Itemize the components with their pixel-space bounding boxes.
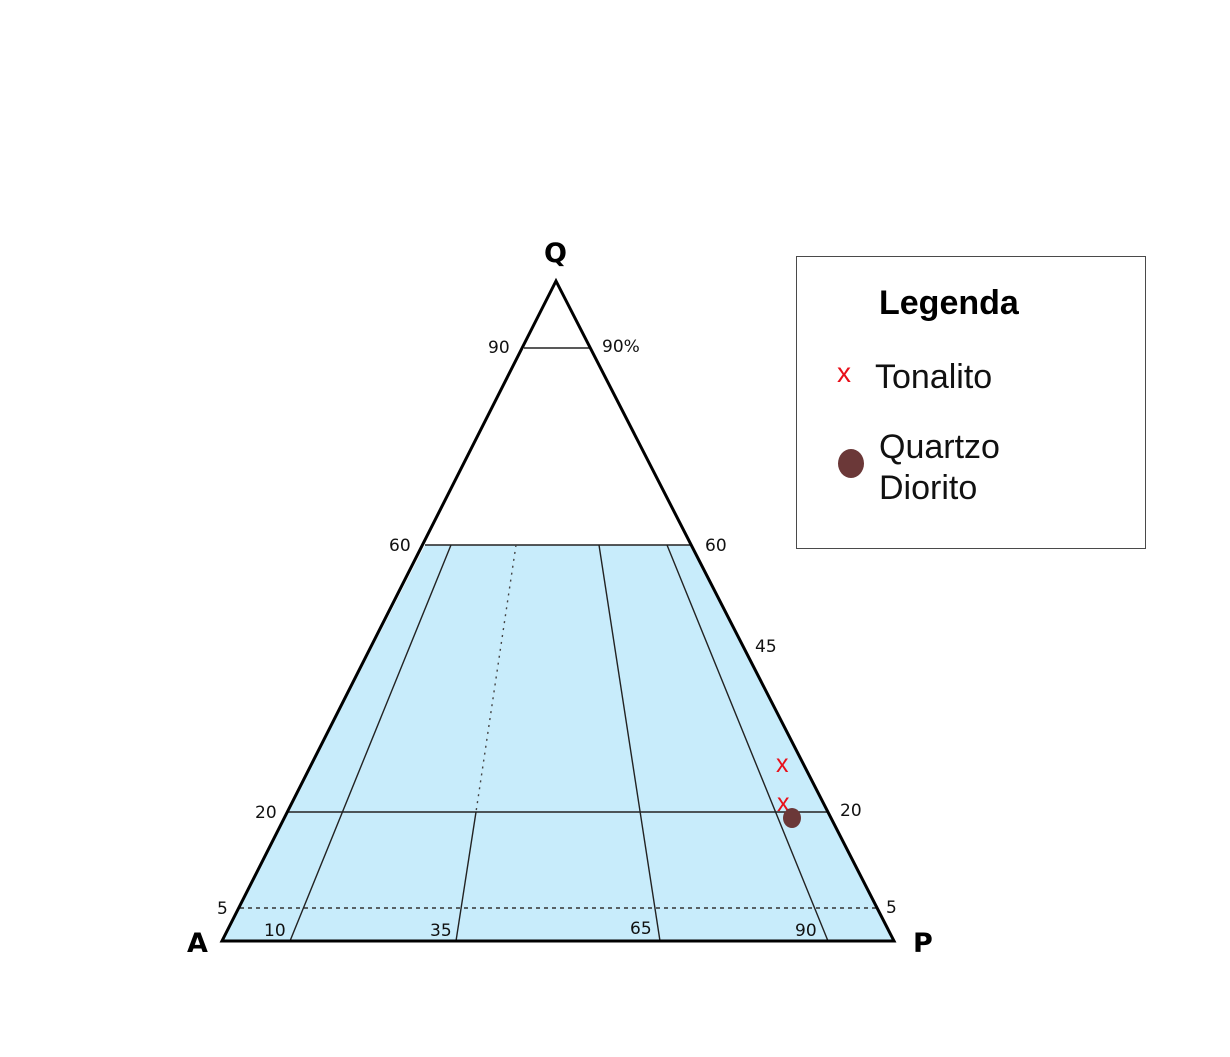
legend-quartzo-diorito-label: Quartzo Diorito <box>879 427 1000 509</box>
right-label-60: 60 <box>705 536 727 556</box>
base-label-10: 10 <box>264 921 286 941</box>
quartzo-diorito-marker <box>783 808 801 828</box>
base-label-65: 65 <box>630 919 652 939</box>
legend-tonalito-label: Tonalito <box>875 358 993 396</box>
triangle-outline <box>219 277 897 943</box>
vertex-a-label: A <box>187 928 208 959</box>
vertex-p-label: P <box>913 928 933 959</box>
ratio-10-line <box>289 544 452 942</box>
left-label-20: 20 <box>255 803 277 823</box>
qap-shaded-field <box>222 545 894 941</box>
legend-x-symbol: x <box>837 357 851 388</box>
vertex-q-label: Q <box>544 238 567 269</box>
right-label-90: 90% <box>602 337 640 357</box>
legend-box: Legenda x Tonalito Quartzo Diorito <box>796 256 1146 549</box>
right-label-45: 45 <box>755 637 777 657</box>
left-label-90: 90 <box>488 338 510 358</box>
base-label-90: 90 <box>795 921 817 941</box>
ratio-35-line <box>455 811 477 942</box>
legend-title: Legenda <box>879 284 1019 322</box>
ratio-65-line <box>598 544 661 942</box>
tonalito-marker-1: x <box>776 750 789 778</box>
legend-diorito-line: Diorito <box>879 469 978 507</box>
legend-quartzo-line: Quartzo <box>879 428 1000 466</box>
legend-dot-symbol <box>838 449 864 478</box>
left-label-60: 60 <box>389 536 411 556</box>
right-label-5: 5 <box>886 898 897 918</box>
left-label-5: 5 <box>217 899 228 919</box>
ratio-35-upper-dotted <box>475 544 517 813</box>
right-label-20: 20 <box>840 801 862 821</box>
ratio-90-line <box>666 544 829 942</box>
base-label-35: 35 <box>430 921 452 941</box>
